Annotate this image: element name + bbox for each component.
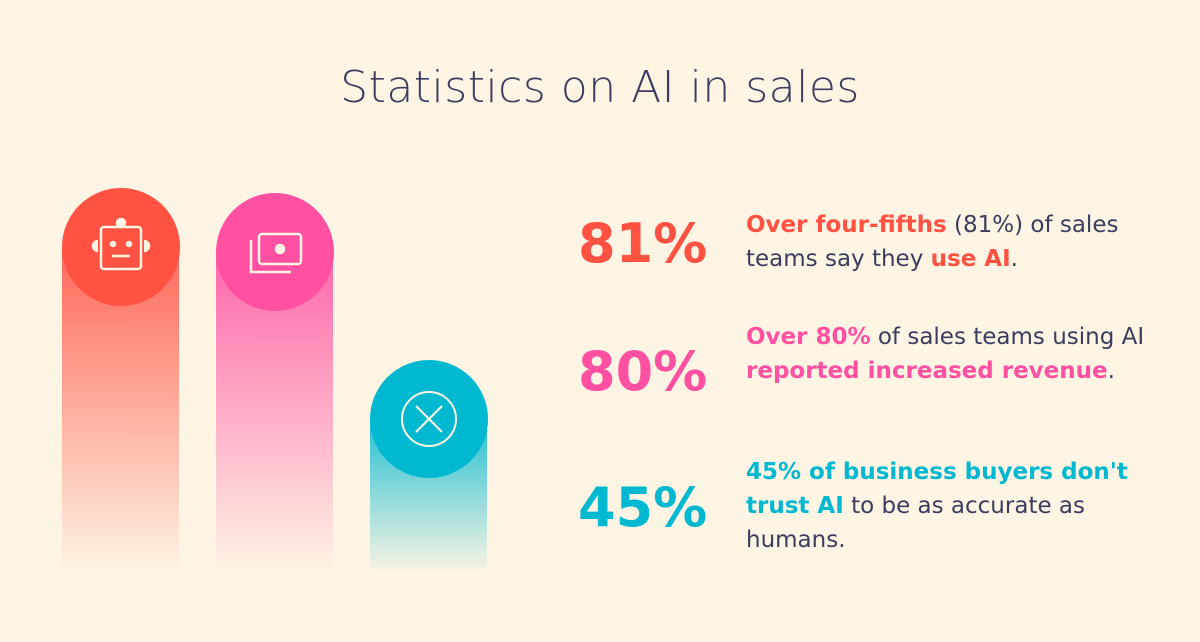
- highlight-text: reported increased revenue: [746, 358, 1108, 384]
- money-badge: [216, 192, 334, 311]
- body-text: .: [1107, 358, 1115, 384]
- stat-value: 45%: [578, 476, 708, 539]
- x-circle-badge: [370, 359, 488, 478]
- stat-description: Over 80% of sales teams using AI reporte…: [746, 320, 1146, 388]
- highlight-text: Over four-fifths: [746, 212, 947, 238]
- robot-icon: [91, 217, 151, 271]
- money-icon: [249, 232, 303, 273]
- page-title: Statistics on AI in sales: [340, 62, 860, 113]
- body-text: to be as accurate as humans.: [746, 493, 1085, 553]
- body-text: .: [1010, 246, 1018, 272]
- robot-badge: [62, 188, 180, 306]
- highlight-text: Over 80%: [746, 324, 871, 350]
- highlight-text: use AI: [930, 246, 1011, 272]
- stat-description: 45% of business buyers don't trust AI to…: [746, 455, 1146, 557]
- x-circle-icon: [401, 390, 457, 447]
- stat-value: 80%: [578, 340, 708, 403]
- body-text: of sales teams using AI: [870, 324, 1145, 350]
- body-text: (81%) of sales teams say they: [746, 212, 1119, 272]
- stat-value: 81%: [578, 212, 708, 275]
- stat-description: Over four-fifths (81%) of sales teams sa…: [746, 208, 1146, 276]
- highlight-text: 45% of business buyers don't trust AI: [746, 459, 1128, 519]
